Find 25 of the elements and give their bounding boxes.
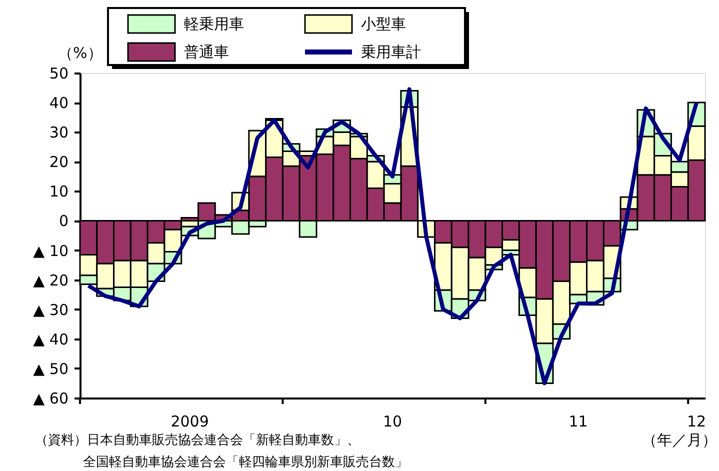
x-tick-label: 2009 [170,412,209,430]
y-axis-title: （%） [58,44,102,62]
legend-label: 軽乗用車 [184,15,244,33]
y-tick-label: ▲ 50 [33,360,68,378]
line-series [86,87,699,386]
x-tick-label: 12 [687,412,706,430]
x-tick-label: 10 [382,412,402,430]
y-tick-label: ▲ 60 [33,390,68,408]
text: （資料）日本自動車販売協会連合会「新軽自動車数」、 [35,433,360,448]
y-tick-label: 20 [49,153,68,172]
x-axis-title: （年／月） [642,431,717,449]
text: 全国軽自動車協会連合会「軽四輪車県別新車販売台数」 [83,455,408,470]
legend-label: 小型車 [361,15,406,33]
y-tick-label: 50 [49,64,68,82]
y-tick-label: 10 [49,182,68,201]
y-tick-label: ▲ 40 [33,330,68,348]
y-tick-label: ▲ 10 [33,242,68,260]
y-tick-label: 30 [49,124,68,142]
legend-label: 乗用車計 [361,43,421,61]
legend-label: 普通車 [184,43,229,61]
y-tick-label: 0 [58,212,68,230]
y-tick-label: ▲ 20 [33,271,68,290]
y-tick-label: 40 [49,94,68,112]
y-tick-label: ▲ 30 [33,300,68,319]
x-tick-label: 11 [568,412,588,430]
